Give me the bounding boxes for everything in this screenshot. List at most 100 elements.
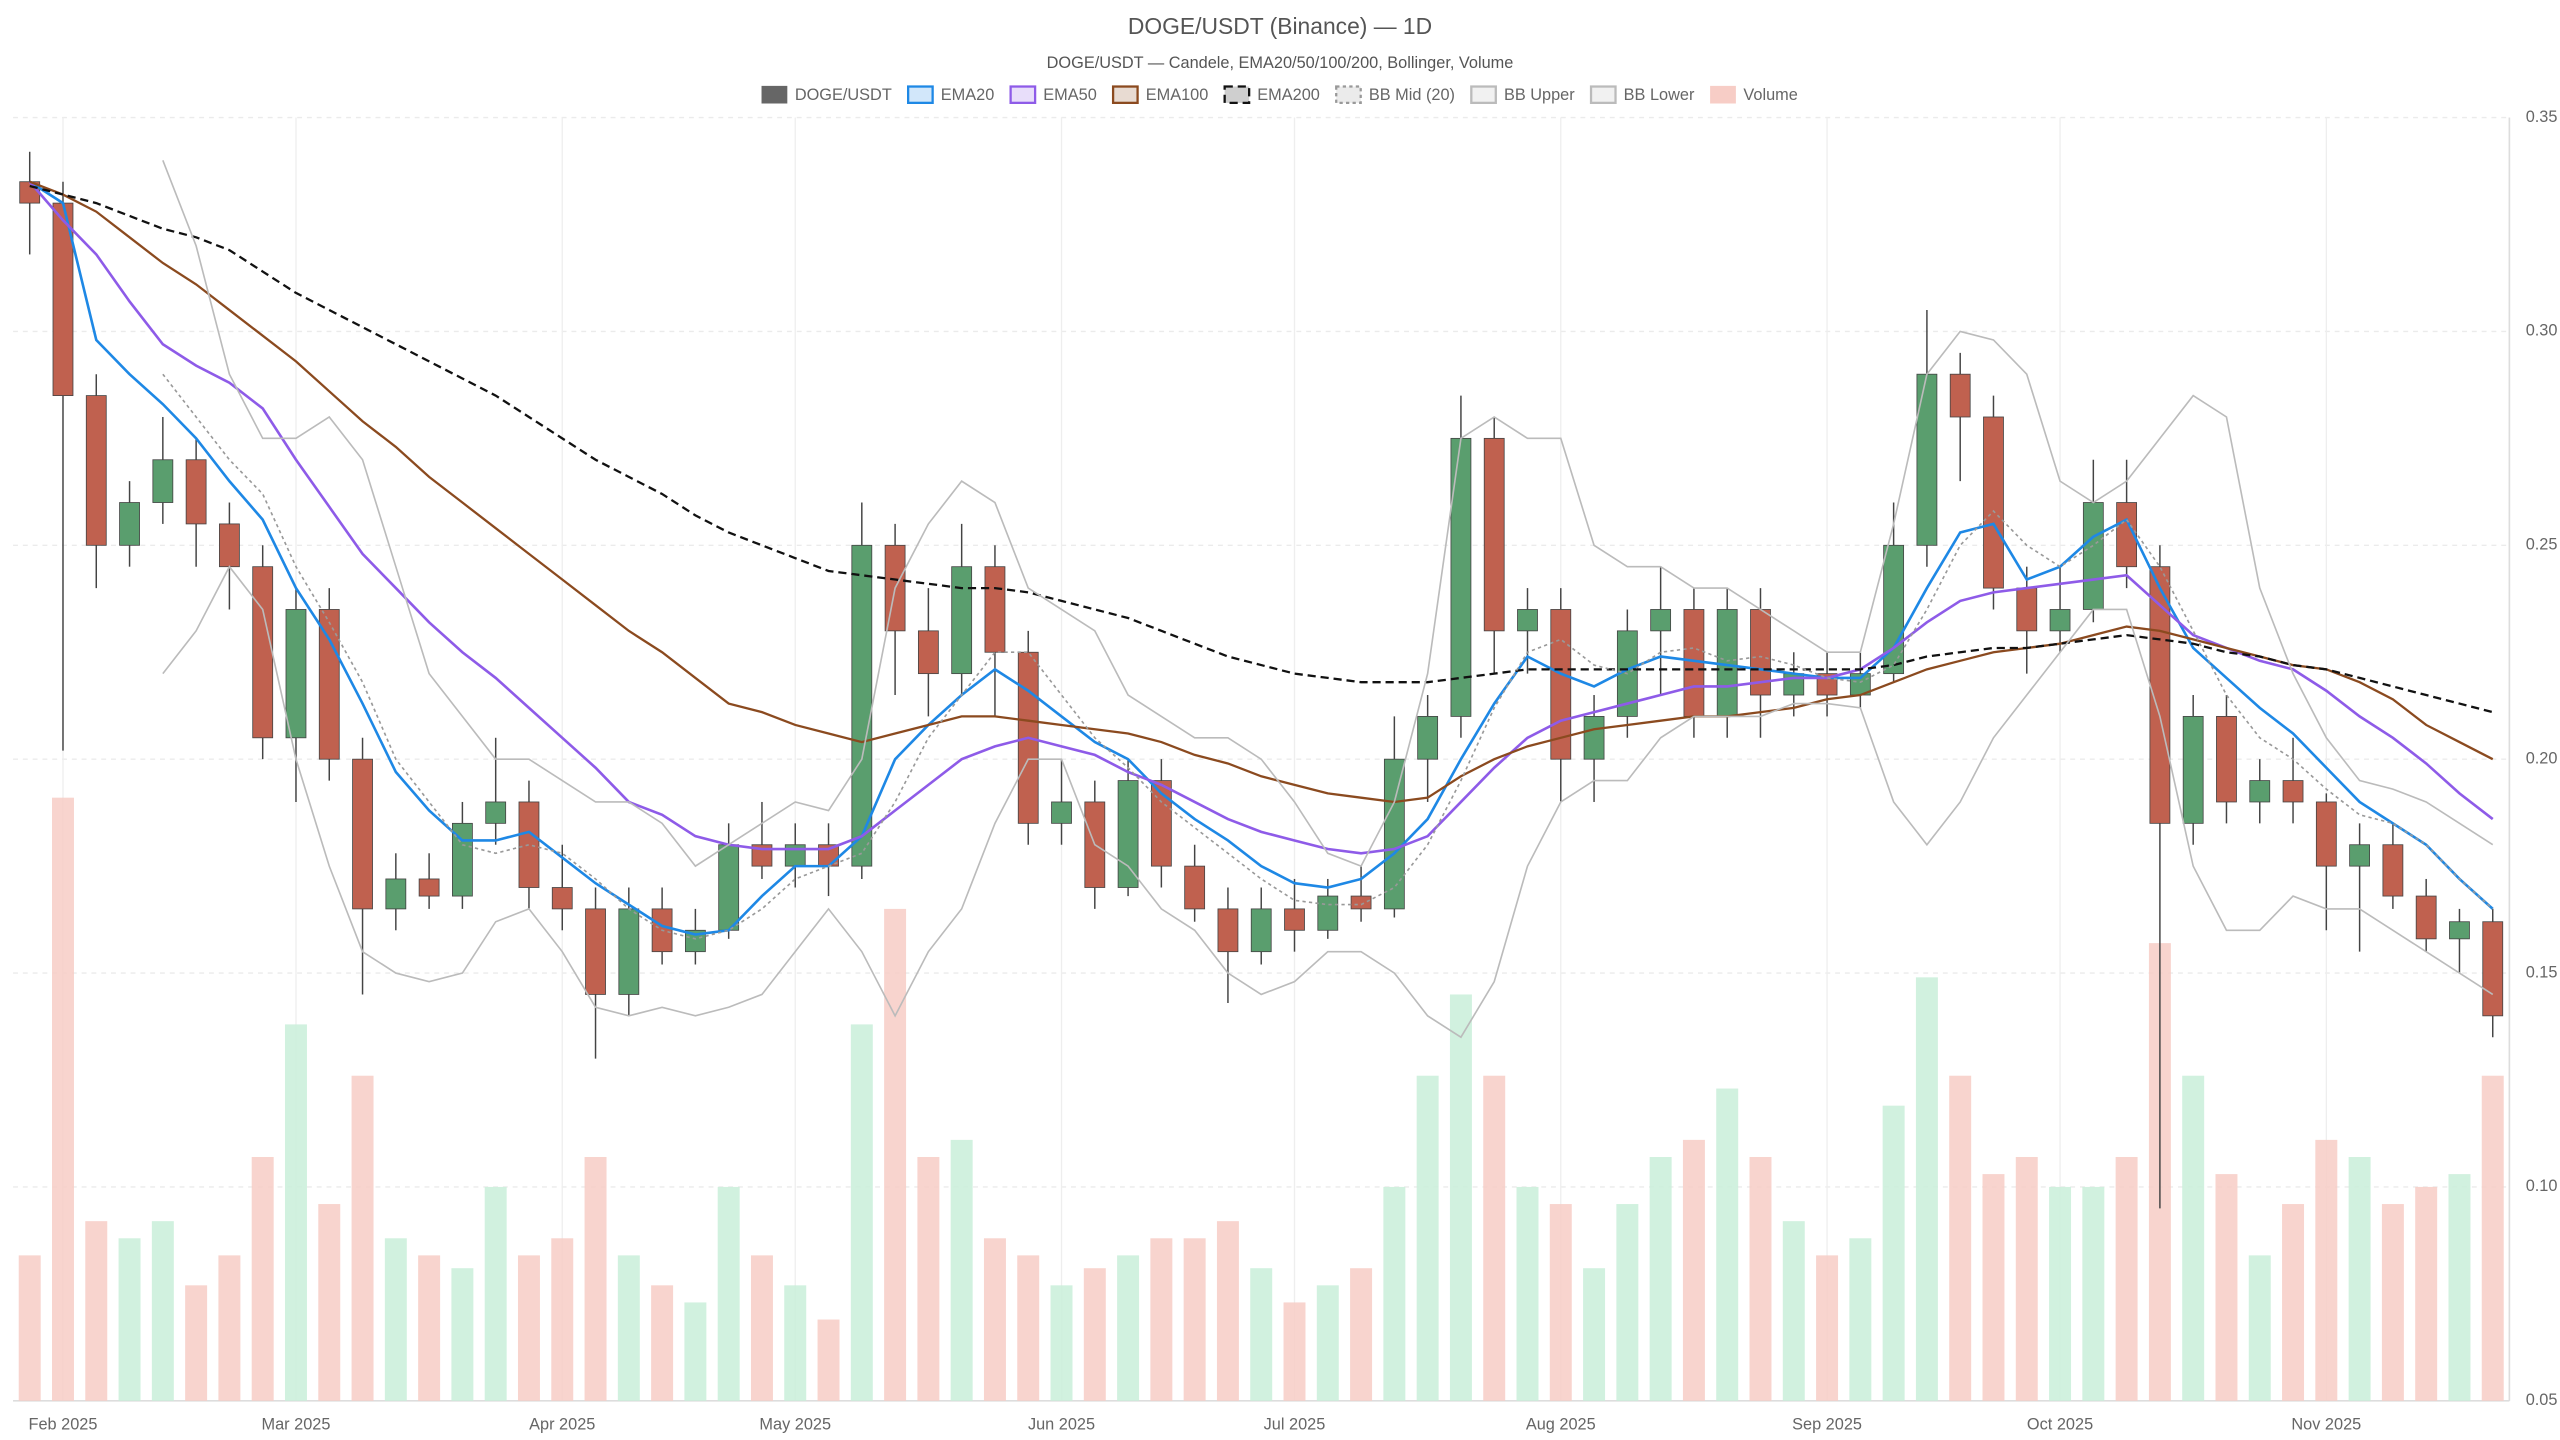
- legend-swatch: [1111, 85, 1139, 104]
- line-series: [29, 184, 2494, 714]
- y-tick-label: 0.25: [2526, 536, 2558, 554]
- candle-body: [2216, 715, 2237, 803]
- volume-bar: [750, 1255, 773, 1401]
- x-tick-label: Apr 2025: [529, 1416, 595, 1434]
- candle-body: [1317, 895, 1339, 931]
- volume-bar: [1749, 1156, 1772, 1401]
- volume-bar: [18, 1255, 41, 1401]
- legend-label: Volume: [1743, 86, 1797, 104]
- candle-body: [119, 502, 140, 546]
- volume-bar: [2049, 1186, 2072, 1401]
- volume-bar: [1250, 1268, 1273, 1401]
- candle-body: [2382, 844, 2404, 897]
- legend-label: BB Lower: [1624, 86, 1695, 104]
- candle-body: [1350, 895, 1372, 910]
- line-series: [162, 565, 2494, 1039]
- candle-body: [85, 395, 107, 546]
- candle-body: [2082, 502, 2104, 610]
- line-series: [28, 180, 2494, 855]
- line-series: [28, 180, 2494, 936]
- volume-bar: [917, 1156, 940, 1401]
- y-tick-label: 0.30: [2526, 322, 2558, 340]
- volume-bar: [617, 1255, 640, 1401]
- volume-bar: [2348, 1156, 2371, 1401]
- volume-bar: [318, 1204, 341, 1401]
- volume-bar: [584, 1156, 607, 1401]
- volume-bar: [1150, 1238, 1173, 1401]
- volume-bar: [1616, 1204, 1639, 1401]
- volume-bar: [684, 1302, 707, 1401]
- volume-bar: [1017, 1255, 1040, 1401]
- candle-body: [418, 878, 440, 897]
- legend: DOGE/USDT EMA20 EMA50 EMA100 EMA200 BB Mid (2…: [761, 85, 1798, 104]
- volume-bar: [451, 1268, 474, 1401]
- legend-label: DOGE/USDT: [795, 86, 892, 104]
- volume-bar: [2082, 1186, 2105, 1401]
- legend-swatch: [1470, 85, 1497, 104]
- volume-bar: [1516, 1186, 1539, 1401]
- volume-bar: [1216, 1221, 1239, 1401]
- volume-bar: [1549, 1204, 1572, 1401]
- volume-bar: [118, 1238, 141, 1401]
- line-series: [162, 373, 2494, 940]
- candle-body: [1417, 715, 1439, 760]
- candle-body: [718, 844, 740, 931]
- x-tick-label: Aug 2025: [1526, 1416, 1596, 1434]
- legend-label: EMA200: [1257, 86, 1320, 104]
- volume-bar: [2282, 1204, 2305, 1401]
- volume-bar: [251, 1156, 274, 1401]
- candle-body: [185, 459, 207, 525]
- volume-bar: [1649, 1156, 1672, 1401]
- legend-label: EMA50: [1043, 86, 1097, 104]
- volume-bar: [1716, 1088, 1739, 1401]
- x-tick-label: May 2025: [759, 1416, 831, 1434]
- candle-body: [2315, 801, 2337, 867]
- volume-bar: [1416, 1075, 1439, 1401]
- volume-bar: [983, 1238, 1006, 1401]
- volume-bar: [284, 1024, 307, 1401]
- volume-bar: [85, 1221, 108, 1401]
- candle-body: [1150, 780, 1172, 867]
- candle-body: [1550, 609, 1572, 760]
- x-tick-label: Mar 2025: [262, 1416, 331, 1434]
- volume-bar: [2015, 1156, 2038, 1401]
- candle-body: [2482, 921, 2504, 1017]
- volume-bar: [2248, 1255, 2271, 1401]
- legend-swatch: [761, 85, 788, 104]
- candle-body: [1250, 908, 1272, 953]
- candle-body: [1051, 801, 1072, 824]
- x-tick-label: Jun 2025: [1028, 1416, 1095, 1434]
- candle-body: [1117, 780, 1139, 888]
- volume-bar: [2415, 1186, 2438, 1401]
- volume-bar: [651, 1285, 674, 1401]
- volume-bar: [817, 1319, 840, 1401]
- legend-swatch: [1589, 85, 1617, 104]
- candle-body: [551, 887, 573, 910]
- x-tick-label: Oct 2025: [2027, 1416, 2093, 1434]
- volume-bar: [52, 797, 74, 1401]
- volume-bar: [1117, 1255, 1140, 1401]
- volume-bar: [717, 1186, 740, 1401]
- candle-body: [984, 566, 1006, 653]
- volume-bar: [2381, 1204, 2404, 1401]
- legend-label: BB Mid (20): [1369, 86, 1455, 104]
- volume-bar: [551, 1238, 574, 1401]
- line-series: [162, 160, 2494, 868]
- y-tick-label: 0.20: [2526, 749, 2558, 767]
- candle-body: [1483, 437, 1505, 632]
- line-series: [29, 180, 2494, 804]
- candle-body: [252, 566, 274, 739]
- legend-swatch: [906, 85, 934, 104]
- volume-bar: [1882, 1105, 1905, 1401]
- y-tick-label: 0.35: [2526, 108, 2558, 126]
- volume-bar: [1350, 1268, 1373, 1401]
- volume-bar: [2182, 1075, 2205, 1401]
- volume-bar: [2448, 1174, 2471, 1401]
- candle-body: [1383, 758, 1405, 910]
- candle-body: [585, 908, 606, 995]
- volume-bar: [384, 1238, 407, 1401]
- candle-body: [2282, 780, 2304, 803]
- volume-bar: [1982, 1174, 2005, 1401]
- legend-label: EMA100: [1146, 86, 1209, 104]
